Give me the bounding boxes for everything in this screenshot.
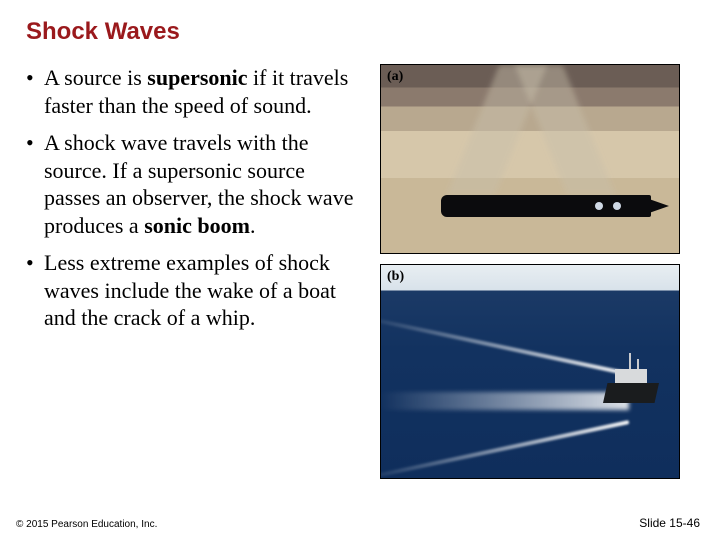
slide-title: Shock Waves (26, 18, 694, 46)
slide-container: Shock Waves A source is supersonic if it… (0, 0, 720, 540)
car-detail-icon (595, 202, 603, 210)
bullet-text-pre: Less extreme examples of shock waves inc… (44, 250, 336, 330)
supersonic-car-icon (441, 195, 651, 217)
wake-arm-icon (380, 420, 629, 478)
content-row: A source is supersonic if it travels fas… (26, 64, 694, 479)
car-detail-icon (613, 202, 621, 210)
boat-hull-icon (603, 383, 659, 403)
bullet-text-pre: A source is (44, 65, 147, 90)
figure-b-label: (b) (387, 269, 404, 285)
shockwave-cone-icon (515, 65, 616, 195)
boat-icon (603, 353, 659, 403)
figure-a: (a) (380, 64, 680, 254)
bullet-term: sonic boom (144, 213, 250, 238)
figure-b: (b) (380, 264, 680, 479)
bullet-item: Less extreme examples of shock waves inc… (26, 249, 366, 332)
figures-column: (a) (b) (380, 64, 694, 479)
figure-a-label: (a) (387, 69, 403, 85)
bullet-text-post: . (250, 213, 256, 238)
bullet-term: supersonic (147, 65, 247, 90)
bullet-item: A shock wave travels with the source. If… (26, 129, 366, 239)
bullet-item: A source is supersonic if it travels fas… (26, 64, 366, 119)
slide-number: Slide 15-46 (639, 516, 700, 530)
boat-cabin-icon (615, 369, 647, 385)
boat-wake-icon (380, 360, 629, 450)
bullet-list: A source is supersonic if it travels fas… (26, 64, 366, 479)
wake-center-icon (380, 392, 629, 410)
copyright-text: © 2015 Pearson Education, Inc. (16, 519, 157, 530)
wake-arm-icon (380, 318, 629, 376)
